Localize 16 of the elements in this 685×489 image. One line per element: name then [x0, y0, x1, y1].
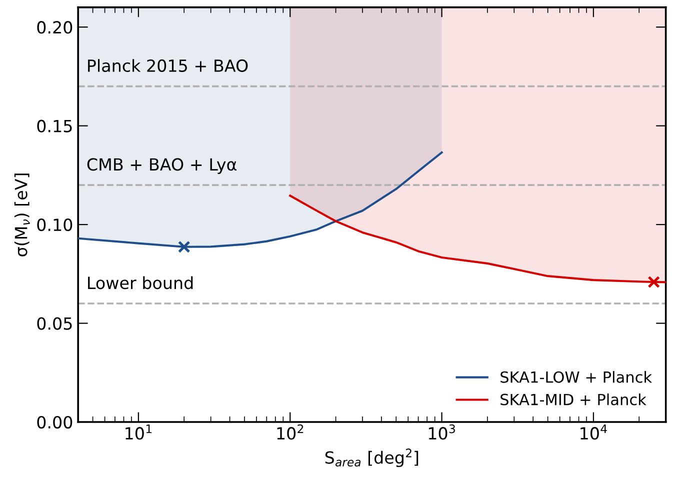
legend-label: SKA1-MID + Planck: [500, 393, 646, 406]
ref-line-label: Lower bound: [88, 276, 193, 290]
y-tick-label: 0.15: [37, 120, 72, 132]
y-tick-label: 0.05: [37, 317, 72, 330]
x-tick-label: 10$^{2}$: [277, 424, 304, 440]
y-tick-label: 0.20: [37, 21, 72, 34]
y-axis-title: σ(M$_{ν}$) [eV]: [14, 174, 30, 256]
y-tick-label: 0.00: [37, 416, 72, 429]
y-tick-label: 0.10: [37, 218, 72, 232]
x-tick-label: 10$^{4}$: [580, 424, 607, 440]
ref-line-label: CMB + BAO + Lyα: [87, 158, 236, 174]
x-tick-label: 10$^{1}$: [126, 424, 152, 440]
ref-line-label: Planck 2015 + BAO: [88, 59, 248, 72]
legend-label: SKA1-LOW + Planck: [500, 371, 652, 383]
x-tick-label: 10$^{3}$: [428, 424, 455, 440]
x-axis-title: S$_{area}$ [deg$^{2}$]: [325, 448, 418, 468]
